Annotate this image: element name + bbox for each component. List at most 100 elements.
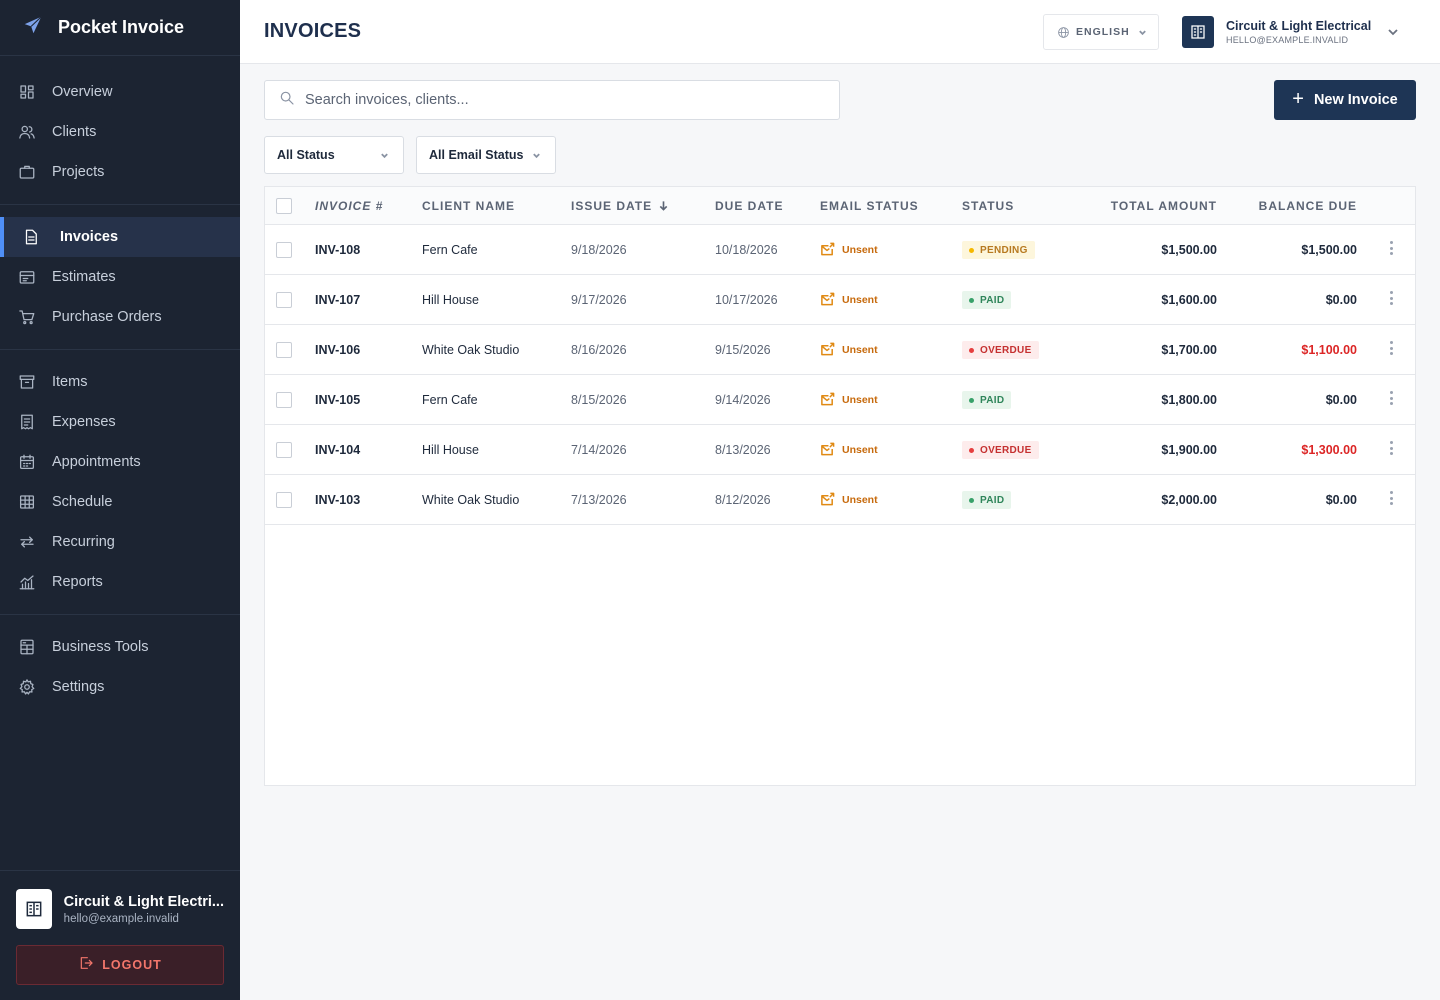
row-actions-icon[interactable] — [1385, 389, 1397, 407]
page-title: INVOICES — [264, 20, 362, 42]
globe-icon — [1058, 26, 1069, 38]
row-checkbox[interactable] — [276, 442, 292, 458]
row-checkbox[interactable] — [276, 492, 292, 508]
select-all-checkbox[interactable] — [276, 198, 292, 214]
balance-due: $1,300.00 — [1301, 443, 1357, 457]
email-status-label: Unsent — [842, 293, 878, 306]
column-header-issue-date[interactable]: ISSUE DATE — [571, 199, 669, 213]
search-box — [264, 80, 840, 120]
table-row[interactable]: INV-108 Fern Cafe 9/18/2026 10/18/2026 Unsen… — [265, 225, 1415, 275]
sidebar-item-clients[interactable]: Clients — [0, 112, 240, 152]
email-status-label: Unsent — [842, 493, 878, 506]
sidebar-item-items[interactable]: Items — [0, 362, 240, 402]
row-checkbox[interactable] — [276, 292, 292, 308]
sidebar-item-purchase-orders[interactable]: Purchase Orders — [0, 297, 240, 337]
sidebar-item-schedule[interactable]: Schedule — [0, 482, 240, 522]
row-checkbox[interactable] — [276, 342, 292, 358]
new-invoice-button[interactable]: + New Invoice — [1274, 80, 1416, 120]
sidebar-user-email: hello@example.invalid — [63, 912, 179, 925]
sidebar-user[interactable]: Circuit & Light Electri... hello@example… — [0, 871, 240, 929]
sidebar-item-label: Overview — [52, 84, 113, 100]
sidebar-item-label: Reports — [52, 574, 103, 590]
sidebar-item-label: Purchase Orders — [52, 309, 162, 325]
row-checkbox[interactable] — [276, 392, 292, 408]
table-row[interactable]: INV-106 White Oak Studio 8/16/2026 9/15/202… — [265, 325, 1415, 375]
column-header-status[interactable]: STATUS — [962, 199, 1015, 213]
sidebar-item-settings[interactable]: Settings — [0, 667, 240, 707]
document-icon — [22, 228, 40, 246]
invoice-number[interactable]: INV-106 — [315, 343, 361, 357]
column-header-total[interactable]: TOTAL AMOUNT — [1110, 199, 1217, 213]
sidebar-item-business-tools[interactable]: Business Tools — [0, 627, 240, 667]
logout-button[interactable]: LOGOUT — [16, 945, 224, 985]
status-label: PAID — [980, 394, 1005, 406]
sidebar-item-overview[interactable]: Overview — [0, 72, 240, 112]
client-name: Fern Cafe — [422, 243, 478, 257]
row-checkbox[interactable] — [276, 242, 292, 258]
email-status: Unsent — [820, 492, 878, 507]
status-filter-select[interactable]: All Status — [264, 136, 404, 174]
total-amount: $1,800.00 — [1161, 393, 1217, 407]
invoice-number[interactable]: INV-105 — [315, 393, 361, 407]
sidebar-item-recurring[interactable]: Recurring — [0, 522, 240, 562]
users-icon — [18, 123, 36, 141]
row-actions-icon[interactable] — [1385, 239, 1397, 257]
email-status-label: Unsent — [842, 443, 878, 456]
sidebar-group: Invoices Estimates Purchase Orders — [0, 205, 240, 350]
status-label: OVERDUE — [980, 344, 1032, 356]
table-row[interactable]: INV-103 White Oak Studio 7/13/2026 8/12/202… — [265, 475, 1415, 525]
invoice-number[interactable]: INV-104 — [315, 443, 361, 457]
status-badge: PENDING — [962, 241, 1035, 259]
due-date: 9/15/2026 — [715, 343, 771, 357]
sidebar-item-appointments[interactable]: Appointments — [0, 442, 240, 482]
status-label: PENDING — [980, 244, 1028, 256]
row-actions-icon[interactable] — [1385, 489, 1397, 507]
row-actions-icon[interactable] — [1385, 439, 1397, 457]
language-selector[interactable]: ENGLISH — [1043, 14, 1159, 50]
email-status: Unsent — [820, 292, 878, 307]
column-header-invoice[interactable]: INVOICE # — [315, 199, 384, 213]
status-dot — [969, 347, 974, 353]
briefcase-icon — [18, 163, 36, 181]
due-date: 9/14/2026 — [715, 393, 771, 407]
table-row[interactable]: INV-105 Fern Cafe 8/15/2026 9/14/2026 Unsent… — [265, 375, 1415, 425]
sidebar-item-label: Expenses — [52, 414, 116, 430]
status-dot — [969, 247, 974, 253]
logout-label: LOGOUT — [102, 958, 162, 972]
row-actions-icon[interactable] — [1385, 289, 1397, 307]
client-name: White Oak Studio — [422, 343, 520, 357]
email-status-label: Unsent — [842, 243, 878, 256]
chart-icon — [18, 573, 36, 591]
table-row[interactable]: INV-104 Hill House 7/14/2026 8/13/2026 Unsen… — [265, 425, 1415, 475]
column-header-email-status[interactable]: EMAIL STATUS — [820, 199, 919, 213]
issue-date: 9/17/2026 — [571, 293, 627, 307]
column-header-due-date[interactable]: DUE DATE — [715, 199, 784, 213]
sidebar-item-estimates[interactable]: Estimates — [0, 257, 240, 297]
client-name: Hill House — [422, 443, 479, 457]
search-input[interactable] — [305, 92, 805, 108]
sidebar: Pocket Invoice Overview Clients Projects In… — [0, 0, 240, 1000]
status-label: PAID — [980, 494, 1005, 506]
column-header-balance[interactable]: BALANCE DUE — [1258, 199, 1357, 213]
account-menu[interactable]: Circuit & Light Electrical HELLO@EXAMPLE… — [1182, 15, 1399, 49]
issue-date: 8/16/2026 — [571, 343, 627, 357]
sidebar-item-invoices[interactable]: Invoices — [0, 217, 240, 257]
email-status: Unsent — [820, 392, 878, 407]
sidebar-item-reports[interactable]: Reports — [0, 562, 240, 602]
invoice-number[interactable]: INV-107 — [315, 293, 361, 307]
brand[interactable]: Pocket Invoice — [0, 0, 240, 56]
invoice-number[interactable]: INV-108 — [315, 243, 361, 257]
sidebar-item-projects[interactable]: Projects — [0, 152, 240, 192]
sidebar-item-label: Clients — [52, 124, 97, 140]
table-row[interactable]: INV-107 Hill House 9/17/2026 10/17/2026 Unse… — [265, 275, 1415, 325]
app-name: Pocket Invoice — [58, 17, 185, 37]
invoice-number[interactable]: INV-103 — [315, 493, 361, 507]
sidebar-item-expenses[interactable]: Expenses — [0, 402, 240, 442]
column-header-client[interactable]: CLIENT NAME — [422, 199, 515, 213]
paper-plane-icon — [22, 14, 44, 41]
repeat-icon — [18, 533, 36, 551]
receipt-icon — [18, 413, 36, 431]
row-actions-icon[interactable] — [1385, 339, 1397, 357]
status-filter-value: All Status — [277, 148, 335, 162]
email-status-filter-select[interactable]: All Email Status — [416, 136, 556, 174]
